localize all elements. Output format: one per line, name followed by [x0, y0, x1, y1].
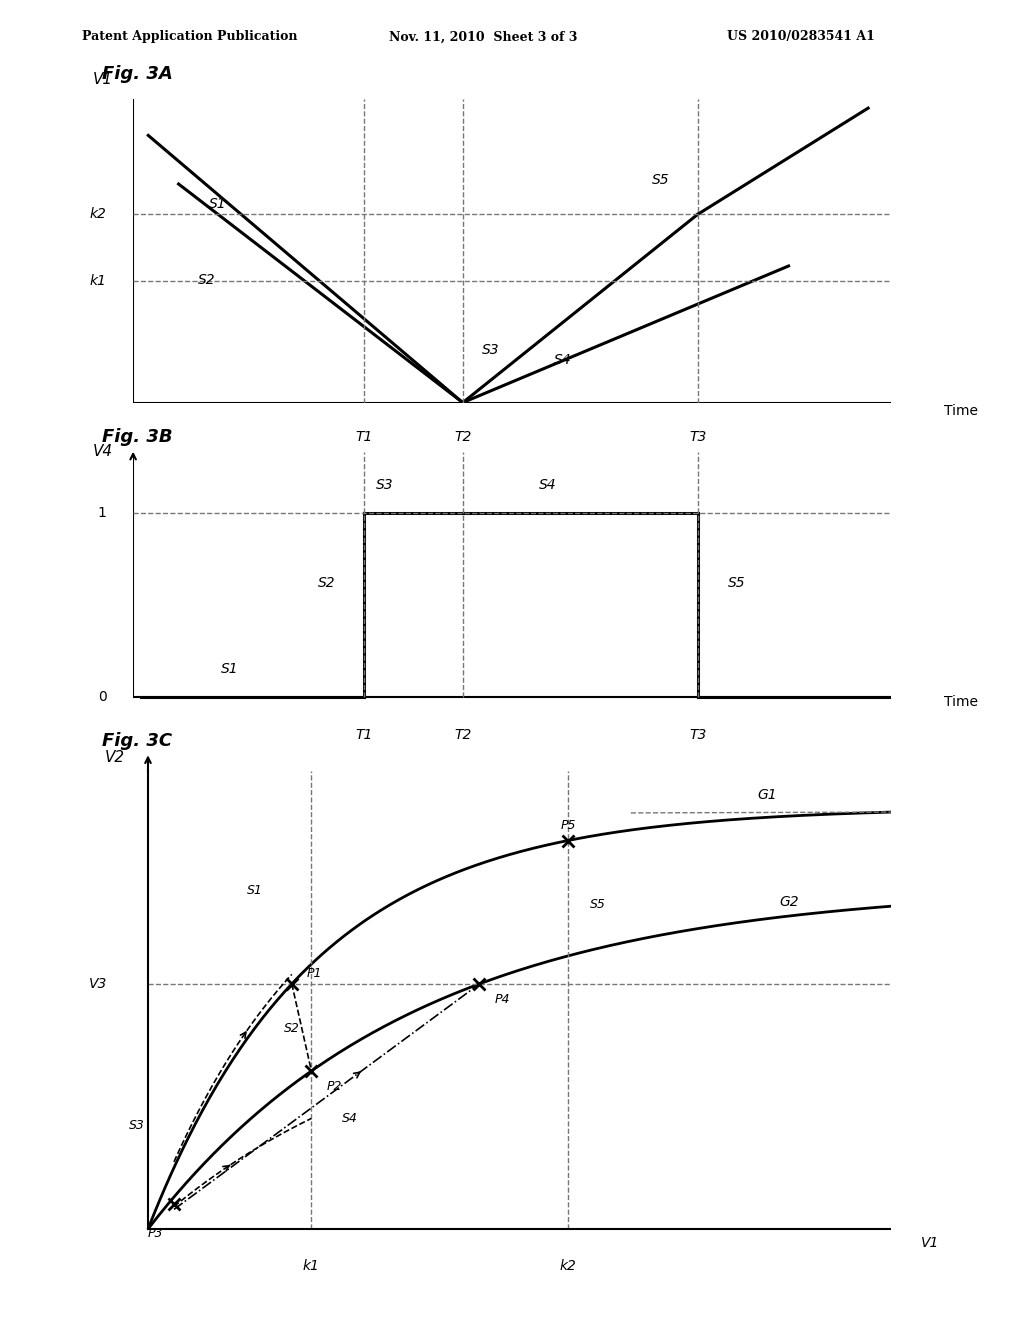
Text: S3: S3 [129, 1118, 145, 1131]
Text: G1: G1 [757, 788, 777, 801]
Text: S2: S2 [198, 273, 215, 288]
Text: Nov. 11, 2010  Sheet 3 of 3: Nov. 11, 2010 Sheet 3 of 3 [389, 30, 578, 44]
Text: S2: S2 [285, 1022, 300, 1035]
Text: T3: T3 [689, 430, 707, 444]
Text: G2: G2 [779, 895, 799, 909]
Text: T1: T1 [355, 729, 373, 742]
Text: k1: k1 [90, 275, 106, 288]
Text: T2: T2 [454, 430, 471, 444]
Text: P3: P3 [147, 1228, 163, 1241]
Text: k2: k2 [559, 1259, 577, 1274]
Text: V1: V1 [93, 71, 113, 87]
Text: Fig. 3A: Fig. 3A [102, 65, 173, 83]
Text: V3: V3 [89, 977, 108, 991]
Text: S3: S3 [481, 343, 500, 356]
Text: k1: k1 [303, 1259, 319, 1274]
Text: P5: P5 [560, 820, 575, 832]
Text: V1: V1 [921, 1237, 939, 1250]
Text: S5: S5 [652, 173, 670, 187]
Text: P1: P1 [306, 968, 323, 979]
Text: V4: V4 [93, 444, 113, 459]
Text: Fig. 3B: Fig. 3B [102, 428, 173, 446]
Text: T3: T3 [689, 729, 707, 742]
Text: P4: P4 [495, 993, 510, 1006]
Text: k2: k2 [90, 207, 106, 222]
Text: S1: S1 [247, 884, 263, 896]
Text: T1: T1 [355, 430, 373, 444]
Text: S4: S4 [342, 1111, 357, 1125]
Text: S3: S3 [377, 478, 394, 492]
Text: S5: S5 [728, 576, 745, 590]
Text: S4: S4 [539, 478, 556, 492]
Text: S2: S2 [318, 576, 336, 590]
Text: V2: V2 [104, 750, 125, 764]
Text: US 2010/0283541 A1: US 2010/0283541 A1 [727, 30, 874, 44]
Text: 0: 0 [98, 690, 106, 704]
Text: 1: 1 [97, 506, 106, 520]
Text: P2: P2 [327, 1080, 342, 1093]
Text: T2: T2 [454, 729, 471, 742]
Text: Patent Application Publication: Patent Application Publication [82, 30, 297, 44]
Text: S1: S1 [209, 197, 226, 211]
Text: S1: S1 [221, 663, 239, 676]
Text: Time: Time [944, 404, 978, 417]
Text: S4: S4 [554, 352, 571, 367]
Text: S5: S5 [590, 898, 606, 911]
Text: Time: Time [944, 696, 978, 709]
Text: Fig. 3C: Fig. 3C [102, 731, 172, 750]
